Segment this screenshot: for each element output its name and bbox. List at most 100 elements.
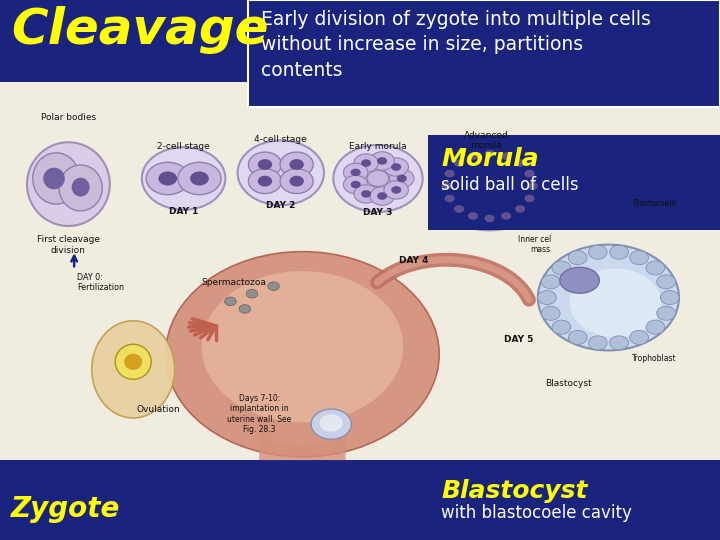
Circle shape [190,172,209,186]
Text: Days 7-10:
implantation in
uterine wall. See
Fig. 28.3: Days 7-10: implantation in uterine wall.… [227,394,292,434]
Ellipse shape [115,345,151,379]
Text: Advanced
morula: Advanced morula [464,131,508,150]
Circle shape [552,261,571,275]
Circle shape [238,140,324,205]
Text: Blastocyst: Blastocyst [546,379,592,388]
Circle shape [370,152,395,170]
Circle shape [508,200,531,218]
Circle shape [320,414,343,431]
Text: with blastocoele cavity: with blastocoele cavity [441,504,632,522]
Circle shape [480,160,500,176]
Text: Cleavage: Cleavage [11,6,269,55]
Text: Trophoblast: Trophoblast [632,354,677,362]
Ellipse shape [59,165,102,211]
Circle shape [225,297,236,306]
Circle shape [657,306,675,320]
Circle shape [630,251,649,265]
Text: 2-cell stage: 2-cell stage [157,142,210,151]
Circle shape [480,196,500,212]
Circle shape [280,168,313,193]
Circle shape [441,183,451,190]
Circle shape [485,215,495,222]
Circle shape [521,177,544,195]
Circle shape [448,200,471,218]
Circle shape [478,145,501,162]
Circle shape [518,165,541,183]
Circle shape [146,163,189,195]
Text: First cleavage
division: First cleavage division [37,235,100,254]
Circle shape [588,336,607,350]
Ellipse shape [202,271,403,422]
Circle shape [568,251,587,265]
Ellipse shape [560,267,599,293]
Circle shape [370,187,395,205]
Circle shape [588,245,607,259]
Ellipse shape [27,142,110,226]
Circle shape [538,245,679,350]
Circle shape [178,163,221,195]
Circle shape [463,166,483,181]
Circle shape [462,207,485,225]
Circle shape [503,178,523,194]
Circle shape [478,210,501,227]
Circle shape [508,154,531,172]
Circle shape [438,190,462,207]
Circle shape [311,409,351,440]
Circle shape [646,320,665,334]
Ellipse shape [166,252,439,457]
Circle shape [541,306,560,320]
Circle shape [343,163,368,181]
Circle shape [456,178,476,194]
Text: 4-cell stage: 4-cell stage [254,136,307,145]
Circle shape [377,157,387,165]
Text: DAY 0:
Fertilization: DAY 0: Fertilization [77,273,124,292]
Circle shape [524,170,534,178]
Text: solid ball of cells: solid ball of cells [441,176,579,193]
Ellipse shape [124,354,142,370]
Ellipse shape [72,178,89,197]
Circle shape [570,268,662,338]
FancyBboxPatch shape [0,82,720,460]
Circle shape [454,205,464,213]
Circle shape [391,163,401,171]
Text: DAY 2: DAY 2 [266,201,295,210]
Circle shape [501,152,511,160]
Circle shape [528,183,538,190]
Circle shape [462,147,485,165]
Circle shape [448,154,471,172]
Circle shape [515,205,525,213]
FancyBboxPatch shape [428,467,720,540]
Text: Ovulation: Ovulation [137,405,180,414]
Circle shape [515,159,525,167]
Circle shape [518,190,541,207]
Circle shape [496,166,516,181]
Circle shape [289,159,304,170]
Circle shape [657,275,675,289]
Circle shape [445,194,455,202]
Circle shape [541,275,560,289]
Circle shape [610,336,629,350]
Circle shape [377,192,387,200]
Circle shape [158,172,177,186]
Circle shape [384,158,408,176]
Text: Morula: Morula [441,147,539,171]
Circle shape [501,212,511,220]
Circle shape [239,305,251,313]
Circle shape [495,207,518,225]
Circle shape [258,159,272,170]
Text: Blastocoele: Blastocoele [633,199,677,207]
Text: Inner cel
mass: Inner cel mass [518,235,551,254]
Circle shape [354,154,379,172]
Circle shape [248,168,282,193]
Circle shape [438,165,462,183]
Circle shape [524,194,534,202]
Circle shape [142,147,225,210]
Circle shape [354,185,379,203]
Circle shape [610,245,629,259]
Circle shape [496,191,516,206]
Circle shape [246,289,258,298]
Circle shape [343,176,368,194]
Circle shape [397,175,407,183]
Circle shape [258,176,272,186]
Circle shape [454,159,464,167]
